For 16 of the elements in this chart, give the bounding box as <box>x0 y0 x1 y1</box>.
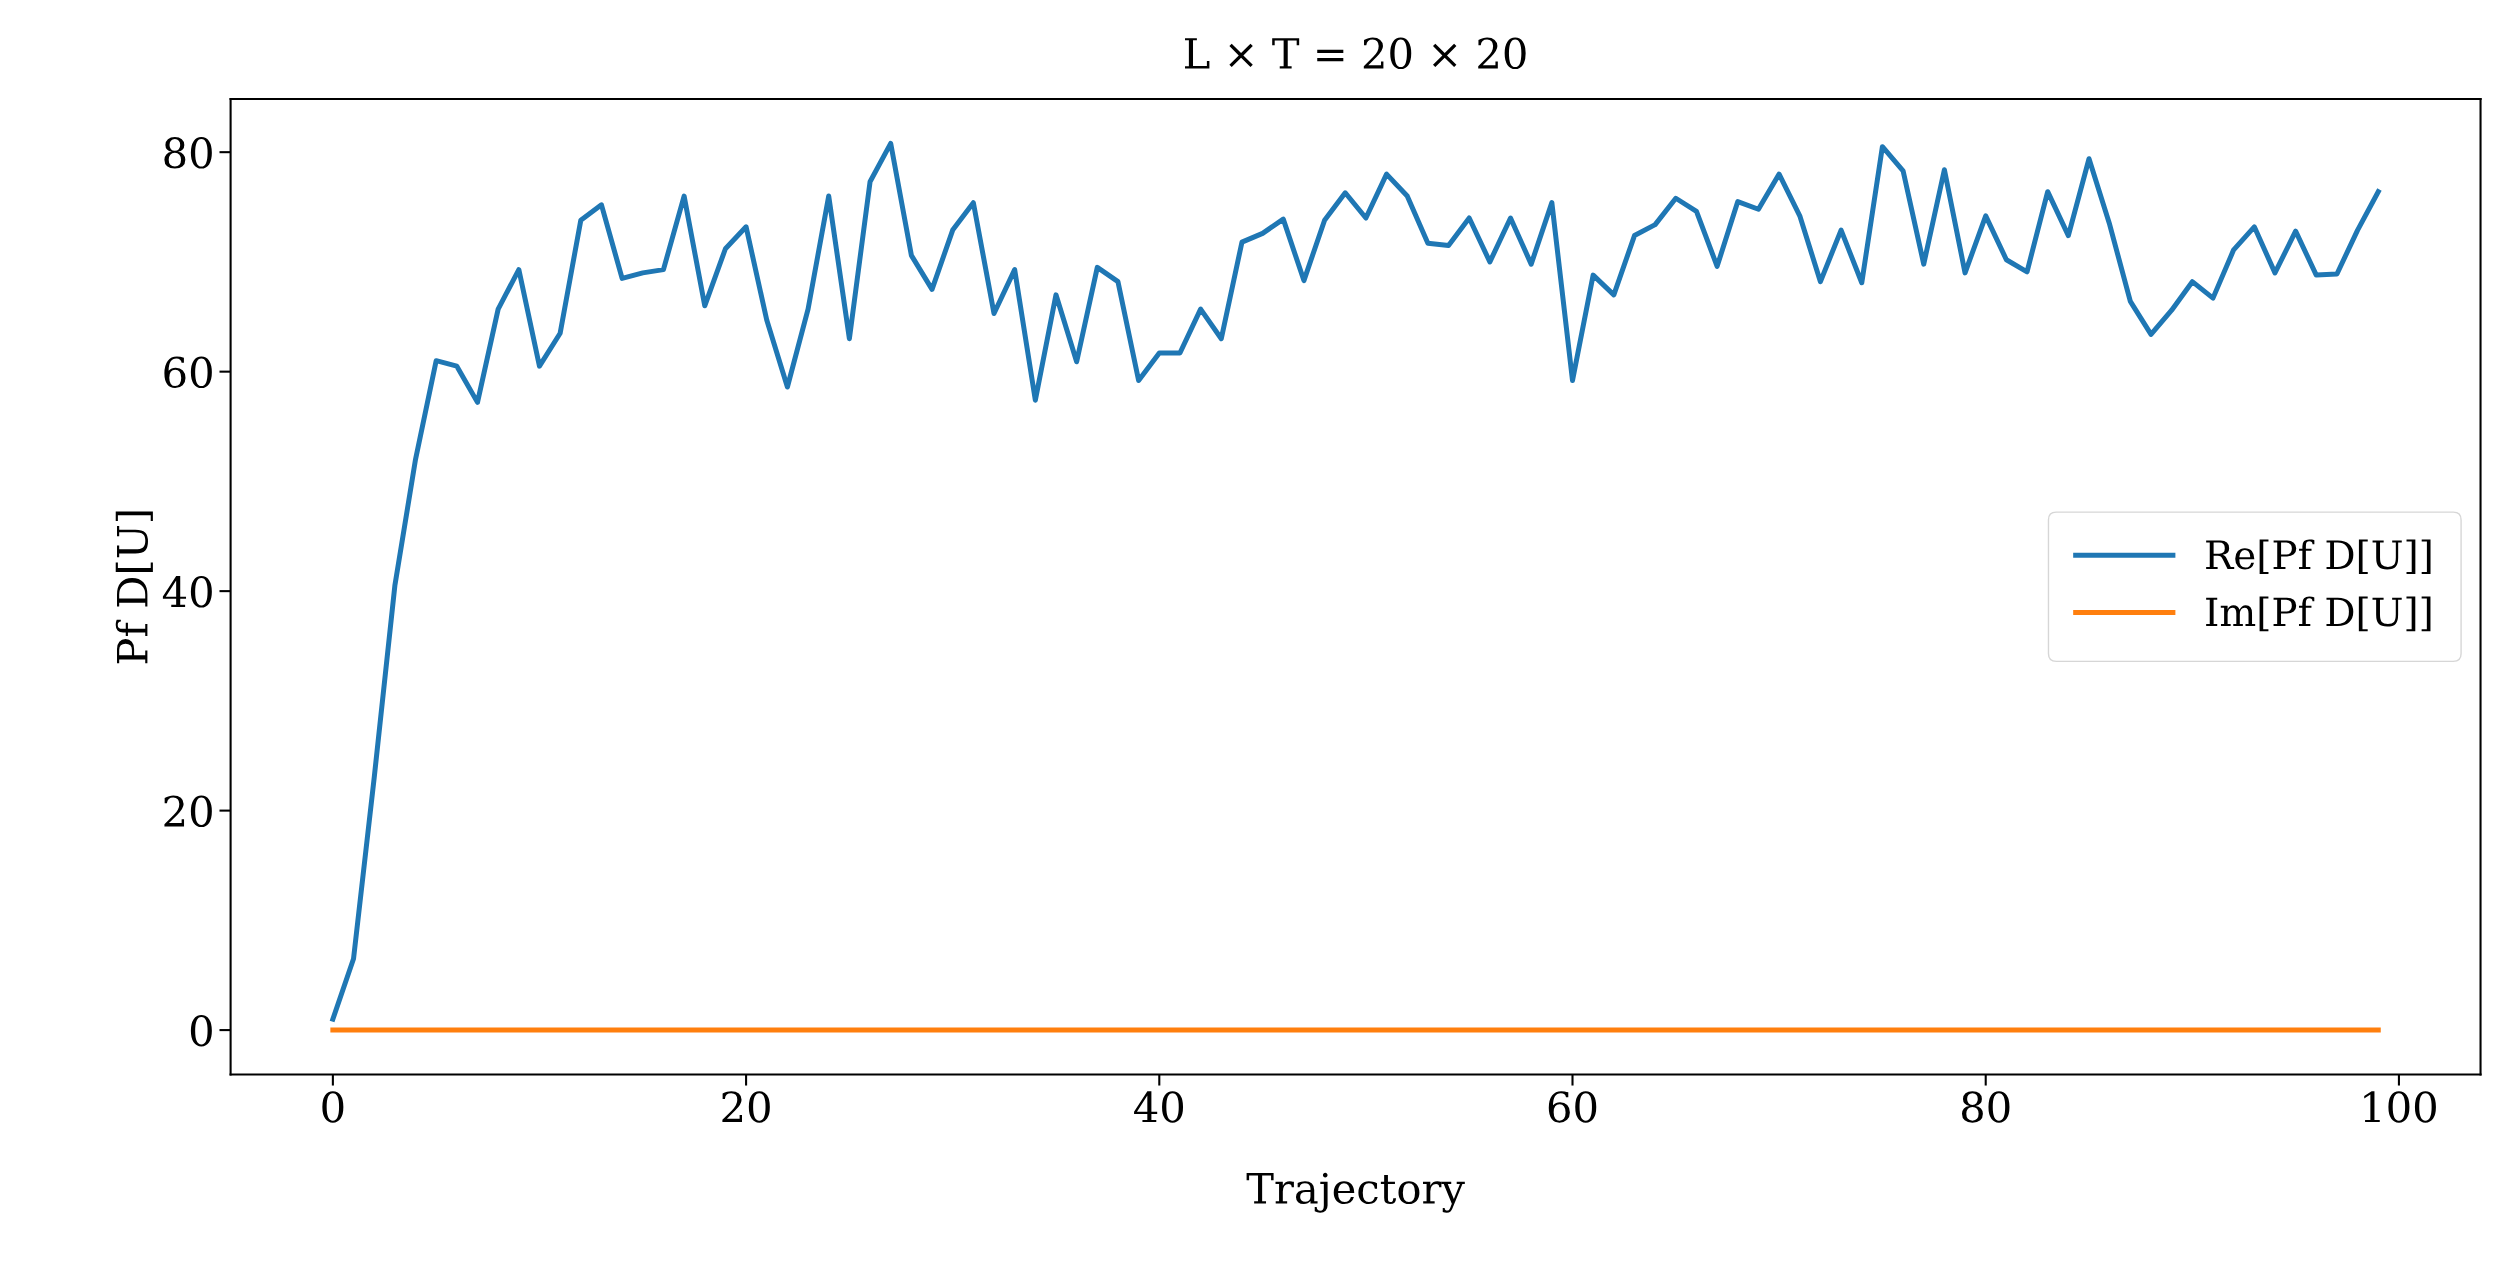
x-tick-label: 0 <box>322 1091 344 1123</box>
x-tick-label: 100 <box>2364 1091 2436 1123</box>
legend-label: Re[Pf D[U]] <box>2206 539 2431 575</box>
y-tick-label: 0 <box>190 1014 212 1047</box>
y-axis-title: Pf D[U] <box>115 511 153 664</box>
x-tick-label: 40 <box>1134 1091 1184 1123</box>
chart-title: L × T = 20 × 20 <box>1185 37 1526 70</box>
y-tick-label: 80 <box>164 137 212 169</box>
y-tick-label: 40 <box>162 576 212 608</box>
x-tick-label: 20 <box>722 1091 770 1123</box>
x-tick-label: 60 <box>1548 1091 1597 1123</box>
y-tick-label: 60 <box>164 356 212 389</box>
x-axis-title: Trajectory <box>1246 1172 1465 1213</box>
legend-label: Im[Pf D[U]] <box>2206 596 2431 632</box>
x-tick-label: 80 <box>1961 1091 2010 1123</box>
y-tick-label: 20 <box>164 795 212 828</box>
